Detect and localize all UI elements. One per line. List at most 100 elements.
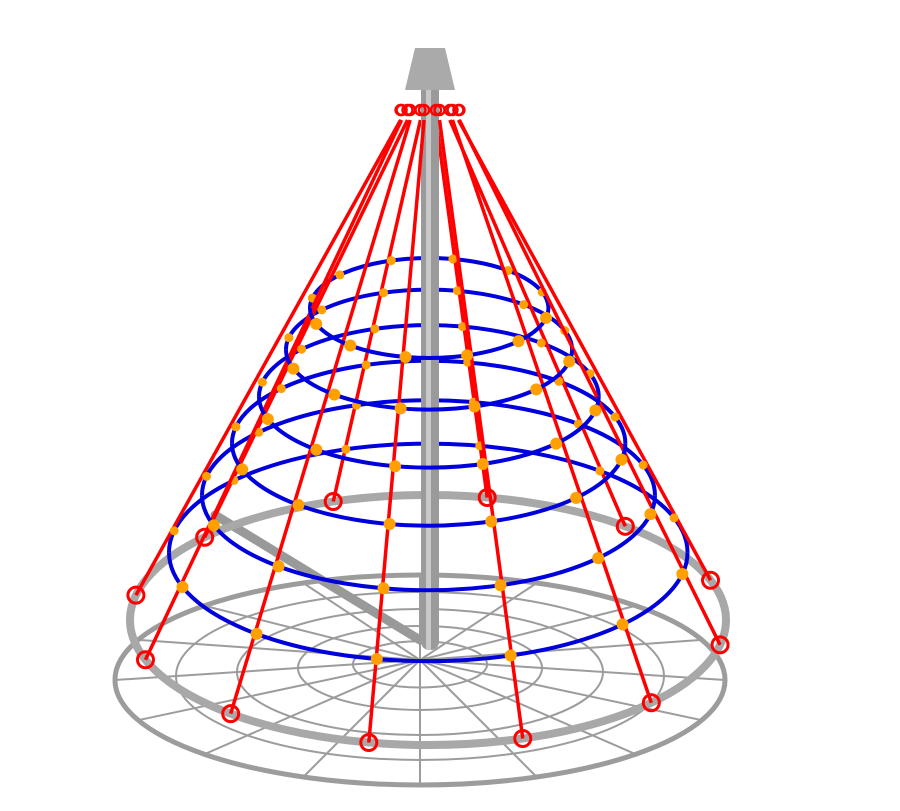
rope-anchor-hook (126, 585, 146, 605)
rope-knot (297, 344, 307, 354)
rope-knot (519, 300, 529, 310)
rope-knot (310, 443, 323, 456)
rope-knot (292, 499, 305, 512)
top-hook (452, 103, 465, 117)
ground-net-strand (203, 659, 421, 756)
rope-knot (452, 286, 462, 296)
rope-knot (610, 412, 620, 422)
blue-ring-front (167, 552, 690, 664)
rope-anchor-hook (359, 733, 379, 753)
red-rope (367, 119, 426, 743)
rope-knot (287, 362, 300, 375)
rope-knot (504, 649, 517, 662)
rope-knot (261, 413, 274, 426)
rope-knot (272, 560, 285, 573)
ground-net-strand (204, 604, 421, 661)
rope-knot (284, 333, 294, 343)
rope-knot (370, 324, 380, 334)
red-rope (229, 119, 412, 715)
rope-knot (386, 256, 396, 266)
rope-anchor-hook (477, 487, 497, 507)
rope-knot (236, 463, 249, 476)
rope-knot (257, 377, 267, 387)
blue-ring-front (200, 495, 657, 593)
rope-knot (494, 579, 507, 592)
ground-net-strand (419, 582, 538, 661)
rope-anchor-hook (135, 650, 155, 670)
rope-knot (468, 400, 481, 413)
rope-knot (485, 515, 498, 528)
rope-knot (361, 360, 371, 370)
rope-knot (540, 311, 553, 324)
rope-knot (592, 552, 605, 565)
red-rope (450, 119, 653, 704)
rope-knot (461, 349, 474, 362)
rope-knot (638, 460, 648, 470)
ground-net-strand (302, 582, 421, 661)
red-rope (437, 119, 525, 739)
rope-anchor-hook (615, 516, 635, 536)
rope-knot (377, 582, 390, 595)
red-rope (456, 119, 713, 582)
rope-knot (615, 453, 628, 466)
rope-knot (458, 322, 468, 332)
rope-knot (254, 427, 264, 437)
rope-anchor-hook (710, 635, 730, 655)
rope-knot (616, 618, 629, 631)
rope-knot (669, 513, 679, 523)
red-rope (448, 119, 627, 528)
rope-knot (563, 355, 576, 368)
rope-knot (250, 627, 263, 640)
rope-anchor-hook (221, 704, 241, 724)
rope-anchor-hook (701, 570, 721, 590)
rope-knot (276, 384, 286, 394)
rope-knot (530, 383, 543, 396)
rope-knot (595, 466, 605, 476)
rope-anchor-hook (323, 491, 343, 511)
rope-knot (317, 305, 327, 315)
blue-ring-front (257, 396, 601, 470)
rope-knot (341, 444, 351, 454)
rope-knot (202, 471, 212, 481)
rope-knot (676, 568, 689, 581)
rope-knot (448, 254, 458, 264)
rope-knot (394, 402, 407, 415)
blue-ring-front (230, 443, 628, 528)
rope-knot (383, 518, 396, 531)
rope-knot (231, 422, 241, 432)
rope-knot (589, 404, 602, 417)
top-hook (429, 103, 443, 117)
red-rope (134, 119, 403, 597)
top-hook (443, 103, 457, 117)
ground-net-strand (419, 659, 538, 778)
rope-knot (207, 519, 220, 532)
rope-knot (176, 580, 189, 593)
ground-net-strand (419, 659, 726, 681)
rope-knot (550, 437, 563, 450)
rope-knot (644, 508, 657, 521)
rope-knot (370, 652, 383, 665)
rope-knot (169, 526, 179, 536)
rope-knot (344, 339, 357, 352)
red-rope (434, 119, 489, 498)
red-rope (457, 119, 722, 646)
red-rope (143, 119, 404, 661)
top-hook (394, 103, 407, 117)
ground-net-strand (419, 659, 637, 756)
rope-knot (328, 388, 341, 401)
top-hook (414, 103, 427, 117)
rope-knot (476, 457, 489, 470)
ground-net-strand (419, 638, 702, 661)
center-pole (405, 48, 455, 650)
red-rope (331, 119, 423, 502)
rope-anchor-hook (513, 729, 533, 749)
rope-knot (335, 270, 345, 280)
top-hook (401, 103, 414, 117)
rope-knot (379, 288, 389, 298)
ground-net-strand (419, 604, 636, 661)
blue-ring-front (284, 349, 575, 412)
rope-knot (570, 491, 583, 504)
rope-knot (389, 460, 402, 473)
